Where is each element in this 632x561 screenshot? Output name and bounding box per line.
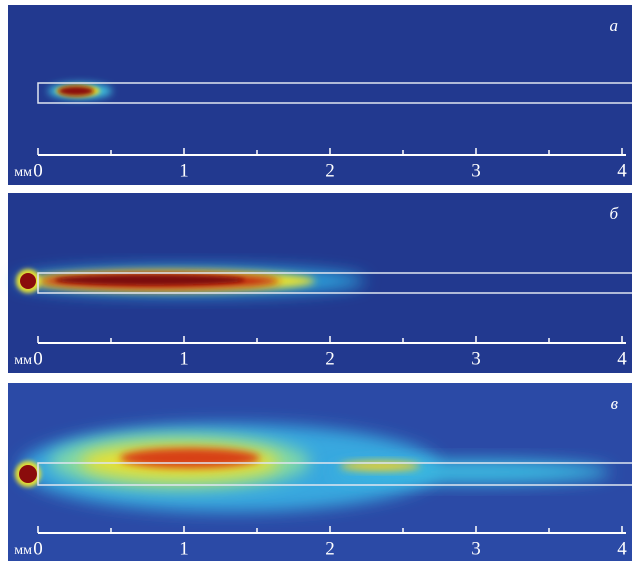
tick-label: 3 bbox=[471, 160, 481, 181]
tick-label: 2 bbox=[325, 348, 335, 369]
tick-label: 1 bbox=[179, 160, 189, 181]
panel-label: в bbox=[611, 394, 619, 413]
tick-label: 2 bbox=[325, 160, 335, 181]
tick-label: 4 bbox=[617, 538, 627, 559]
tick-label: 4 bbox=[617, 160, 627, 181]
tick-label: 1 bbox=[179, 348, 189, 369]
panel-label: б bbox=[609, 204, 618, 223]
unit-label: мм bbox=[14, 543, 32, 558]
figure: 0 1 2 3 4 мм а 0 1 2 3 4 мм б 0 1 2 3 4 мм в bbox=[0, 0, 632, 561]
tick-label: 0 bbox=[33, 538, 43, 559]
panel-label: а bbox=[610, 16, 619, 35]
tick-label: 4 bbox=[617, 348, 627, 369]
tick-label: 0 bbox=[33, 160, 43, 181]
plume bbox=[48, 83, 112, 99]
tick-label: 1 bbox=[179, 538, 189, 559]
unit-label: мм bbox=[14, 165, 32, 180]
plume bbox=[15, 267, 365, 295]
tick-label: 2 bbox=[325, 538, 335, 559]
tick-label: 3 bbox=[471, 348, 481, 369]
tick-label: 3 bbox=[471, 538, 481, 559]
unit-label: мм bbox=[14, 353, 32, 368]
tick-label: 0 bbox=[33, 348, 43, 369]
